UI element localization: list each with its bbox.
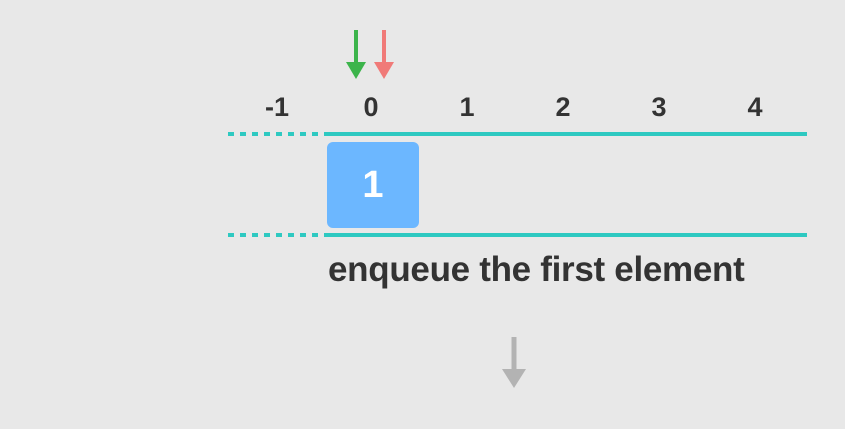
index-label: -1 [264, 92, 289, 122]
index-label: 3 [651, 92, 667, 122]
index-label: 0 [363, 92, 379, 122]
index-label: 4 [747, 92, 763, 122]
index-label: 2 [555, 92, 571, 122]
head-pointer-arrow [346, 30, 366, 79]
index-label: 1 [459, 92, 475, 122]
tail-pointer-arrow [374, 30, 394, 79]
queue-cell: 1 [327, 142, 419, 228]
cell-value: 1 [362, 163, 384, 206]
next-step-arrow [502, 337, 526, 388]
step-caption: enqueue the first element [328, 250, 745, 289]
